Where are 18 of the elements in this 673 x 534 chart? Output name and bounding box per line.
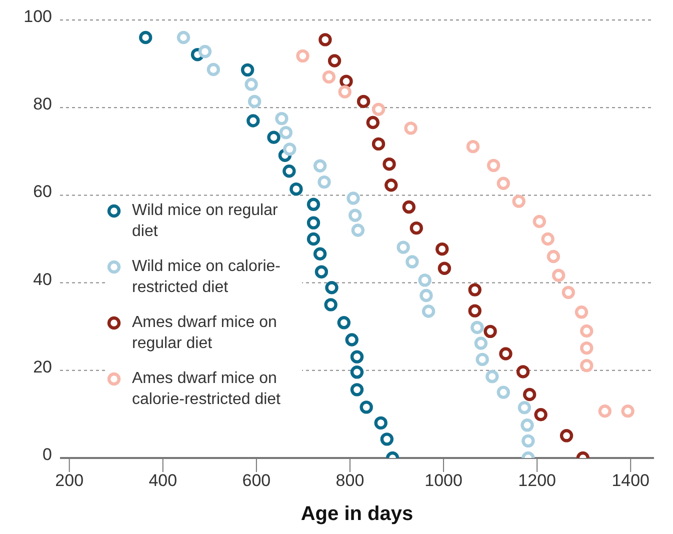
y-tick-label: 40 <box>33 270 52 289</box>
legend-label: Ames dwarf mice on regular diet <box>132 313 278 354</box>
y-tick-label: 20 <box>33 357 52 376</box>
y-tick-label: 0 <box>42 445 52 464</box>
legend-label: Wild mice on regular diet <box>132 201 279 242</box>
x-axis-title: Age in days <box>300 503 414 525</box>
legend-label: Ames dwarf mice on calorie-restricted diet <box>132 369 282 410</box>
y-tick-label: 80 <box>33 94 52 114</box>
x-tick-label: 1000 <box>424 471 462 490</box>
legend-label: Wild mice on calorie-restricted diet <box>132 257 282 298</box>
x-tick-label: 600 <box>242 471 271 490</box>
x-tick-label: 1400 <box>612 471 650 490</box>
x-tick-label: 1200 <box>518 471 556 490</box>
x-tick-label: 400 <box>148 471 178 490</box>
x-tick-label: 800 <box>336 471 364 490</box>
x-tick-label: 200 <box>55 471 84 490</box>
y-tick-label: 100 <box>24 7 52 26</box>
y-tick-label: 60 <box>33 182 52 202</box>
